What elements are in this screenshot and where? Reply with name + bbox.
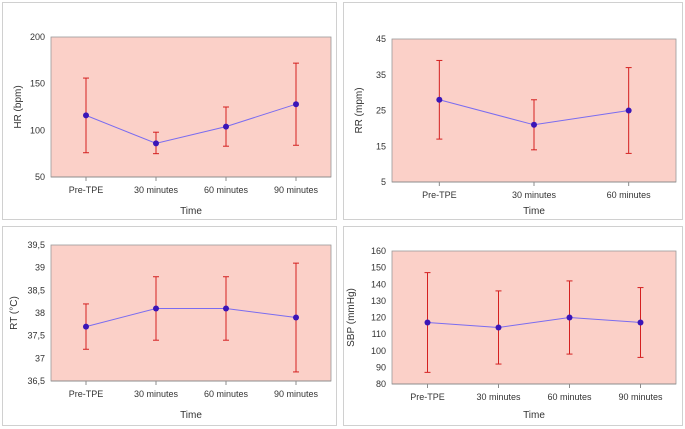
hr-data-point bbox=[153, 140, 159, 147]
rt-x-axis-title: Time bbox=[180, 410, 202, 421]
hr-x-tick-label: 60 minutes bbox=[204, 185, 249, 195]
hr-data-point bbox=[83, 112, 89, 119]
sbp-y-tick-label: 80 bbox=[376, 379, 386, 389]
rt-data-point bbox=[293, 314, 299, 321]
rt-chart: 36,5 37 37,5 38 38,5 39 39,5 Pre-TPE 30 minutes 6… bbox=[9, 240, 332, 421]
rr-y-tick-label: 15 bbox=[376, 141, 386, 151]
rr-y-tick-label: 35 bbox=[376, 70, 386, 80]
rt-y-tick-label: 39,5 bbox=[27, 240, 45, 250]
rr-x-tick-label: 60 minutes bbox=[607, 190, 652, 200]
hr-x-tick-label: 30 minutes bbox=[134, 185, 179, 195]
rr-data-point bbox=[436, 96, 443, 103]
hr-x-axis-title: Time bbox=[180, 206, 202, 217]
rt-y-tick-label: 36,5 bbox=[27, 376, 45, 386]
rr-y-tick-label: 45 bbox=[376, 34, 386, 44]
sbp-y-tick-label: 90 bbox=[376, 362, 386, 372]
sbp-data-point bbox=[637, 319, 644, 326]
hr-x-tick-label: Pre-TPE bbox=[69, 185, 104, 195]
sbp-data-point bbox=[566, 314, 573, 321]
rt-y-tick-label: 37 bbox=[35, 353, 45, 363]
rt-y-axis-title: RT (°C) bbox=[9, 296, 20, 330]
rt-y-tick-label: 39 bbox=[35, 263, 45, 273]
rr-chart: 5 15 25 35 45 Pre-TPE 30 minutes 60 minutes Time… bbox=[354, 34, 677, 217]
rt-plot-area bbox=[50, 244, 332, 382]
rr-y-axis-title: RR (mpm) bbox=[354, 87, 365, 133]
sbp-chart: 80 90 100 110 120 130 140 150 160 Pre-TPE 30 minut… bbox=[346, 246, 677, 421]
hr-plot-area bbox=[50, 36, 332, 178]
sbp-chart-panel: 80 90 100 110 120 130 140 150 160 Pre-TPE 30 minut… bbox=[343, 226, 683, 426]
rr-chart-panel: 5 15 25 35 45 Pre-TPE 30 minutes 60 minutes Time… bbox=[343, 2, 683, 220]
sbp-y-tick-label: 130 bbox=[371, 296, 386, 306]
sbp-y-tick-label: 100 bbox=[371, 346, 386, 356]
sbp-plot-area bbox=[391, 250, 677, 385]
rt-data-point bbox=[223, 305, 229, 312]
rt-chart-panel: 36,5 37 37,5 38 38,5 39 39,5 Pre-TPE 30 minutes 6… bbox=[2, 226, 337, 426]
sbp-x-tick-label: 60 minutes bbox=[547, 392, 592, 402]
sbp-y-tick-label: 110 bbox=[372, 329, 386, 339]
sbp-series-line bbox=[427, 316, 641, 328]
hr-data-point bbox=[223, 123, 229, 130]
sbp-y-tick-label: 160 bbox=[371, 246, 386, 256]
rt-y-tick-label: 37,5 bbox=[27, 331, 45, 341]
hr-y-tick-label: 200 bbox=[30, 32, 45, 42]
sbp-data-point bbox=[424, 319, 431, 326]
rt-x-tick-label: 90 minutes bbox=[274, 389, 319, 399]
hr-x-tick-label: 90 minutes bbox=[274, 185, 319, 195]
rr-y-tick-label: 25 bbox=[376, 106, 386, 116]
sbp-x-axis-title: Time bbox=[523, 410, 545, 421]
hr-y-tick-label: 150 bbox=[30, 79, 45, 89]
rr-data-point bbox=[531, 121, 537, 128]
rt-y-tick-label: 38 bbox=[35, 308, 45, 318]
rt-data-point bbox=[83, 323, 89, 330]
rt-data-point bbox=[153, 305, 159, 312]
hr-y-tick-label: 50 bbox=[35, 172, 45, 182]
rr-x-axis-title: Time bbox=[523, 206, 545, 217]
rt-x-tick-label: Pre-TPE bbox=[69, 389, 104, 399]
sbp-x-tick-label: 30 minutes bbox=[476, 392, 521, 402]
rr-data-point bbox=[625, 107, 632, 114]
hr-y-tick-label: 100 bbox=[30, 125, 45, 135]
sbp-y-tick-label: 140 bbox=[371, 279, 386, 289]
sbp-y-axis-title: SBP (mmHg) bbox=[346, 288, 357, 347]
sbp-x-tick-label: 90 minutes bbox=[618, 392, 663, 402]
rt-series-line bbox=[85, 307, 297, 328]
hr-chart-panel: 50 100 150 200 Pre-TPE 30 minutes 60 minutes 90… bbox=[2, 2, 337, 220]
rr-x-tick-label: 30 minutes bbox=[512, 190, 557, 200]
sbp-data-point bbox=[495, 324, 502, 331]
rt-x-tick-label: 30 minutes bbox=[134, 389, 179, 399]
hr-chart: 50 100 150 200 Pre-TPE 30 minutes 60 minutes 90… bbox=[13, 32, 332, 217]
hr-series-line bbox=[85, 103, 297, 144]
sbp-x-tick-label: Pre-TPE bbox=[410, 392, 445, 402]
rr-x-tick-label: Pre-TPE bbox=[422, 190, 457, 200]
rr-y-tick-label: 5 bbox=[381, 177, 386, 187]
hr-data-point bbox=[293, 101, 299, 108]
rt-y-tick-label: 38,5 bbox=[27, 285, 45, 295]
sbp-y-tick-label: 120 bbox=[371, 313, 386, 323]
rt-x-tick-label: 60 minutes bbox=[204, 389, 249, 399]
sbp-y-tick-label: 150 bbox=[371, 263, 386, 273]
hr-y-axis-title: HR (bpm) bbox=[13, 85, 24, 128]
